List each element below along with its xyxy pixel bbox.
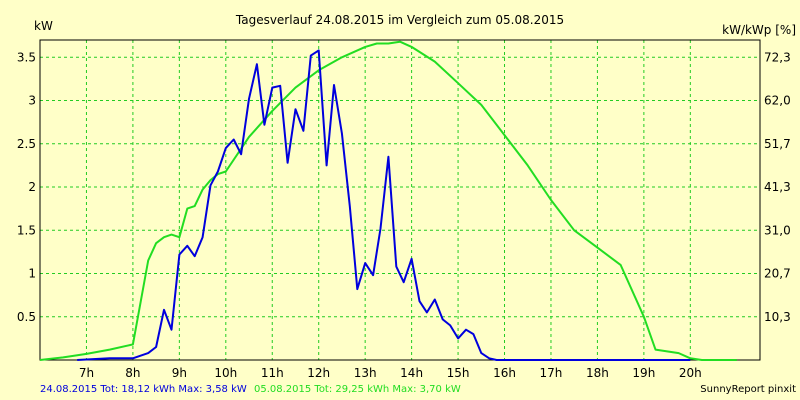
- x-tick-label: 14h: [400, 366, 423, 380]
- y-tick-label-right: 31,0: [764, 223, 791, 237]
- footer-series2: 05.08.2015 Tot: 29,25 kWh Max: 3,70 kW: [254, 384, 461, 395]
- x-tick-label: 19h: [632, 366, 655, 380]
- y-tick-label-left: 1: [28, 267, 36, 281]
- y-tick-label-left: 2.5: [17, 137, 36, 151]
- series-lines: [39, 40, 737, 361]
- plot-frame: [39, 39, 761, 361]
- y-tick-label-left: 0.5: [17, 310, 36, 324]
- x-tick-label: 7h: [79, 366, 94, 380]
- grid: [40, 40, 760, 360]
- x-tick-label: 16h: [493, 366, 516, 380]
- y-tick-label-right: 62,0: [764, 94, 791, 108]
- series-line-1: [77, 49, 691, 361]
- x-tick-label: 13h: [354, 366, 377, 380]
- y-tick-label-left: 3: [28, 94, 36, 108]
- x-tick-label: 9h: [172, 366, 187, 380]
- y-tick-label-right: 72,3: [764, 50, 791, 64]
- footer-legend: 24.08.2015 Tot: 18,12 kWh Max: 3,58 kW 0…: [40, 384, 461, 395]
- footer-brand: SunnyReport pinxit: [700, 384, 796, 395]
- x-tick-label: 8h: [125, 366, 140, 380]
- x-tick-label: 15h: [447, 366, 470, 380]
- y-tick-label-left: 3.5: [17, 50, 36, 64]
- series-line-2: [39, 40, 737, 361]
- y-tick-label-left: 1.5: [17, 223, 36, 237]
- footer-series1: 24.08.2015 Tot: 18,12 kWh Max: 3,58 kW: [40, 384, 247, 395]
- x-tick-label: 12h: [307, 366, 330, 380]
- y-axis-label-right: kW/kWp [%]: [722, 23, 796, 37]
- chart-title: Tagesverlauf 24.08.2015 im Vergleich zum…: [235, 13, 564, 27]
- y-tick-label-right: 41,3: [764, 180, 791, 194]
- tick-labels: 7h 8h 9h 10h 11h 12h 13h 14h 15h 16h 17h 18h 19h 20h 0…: [17, 50, 791, 380]
- x-tick-label: 10h: [214, 366, 237, 380]
- y-tick-label-right: 20,7: [764, 267, 791, 281]
- x-tick-label: 18h: [586, 366, 609, 380]
- y-tick-label-right: 51,7: [764, 137, 791, 151]
- y-axis-label-left: kW: [34, 19, 53, 33]
- y-tick-label-left: 2: [28, 180, 36, 194]
- x-tick-label: 17h: [540, 366, 563, 380]
- x-tick-label: 20h: [679, 366, 702, 380]
- y-tick-label-right: 10,3: [764, 310, 791, 324]
- x-tick-label: 11h: [261, 366, 284, 380]
